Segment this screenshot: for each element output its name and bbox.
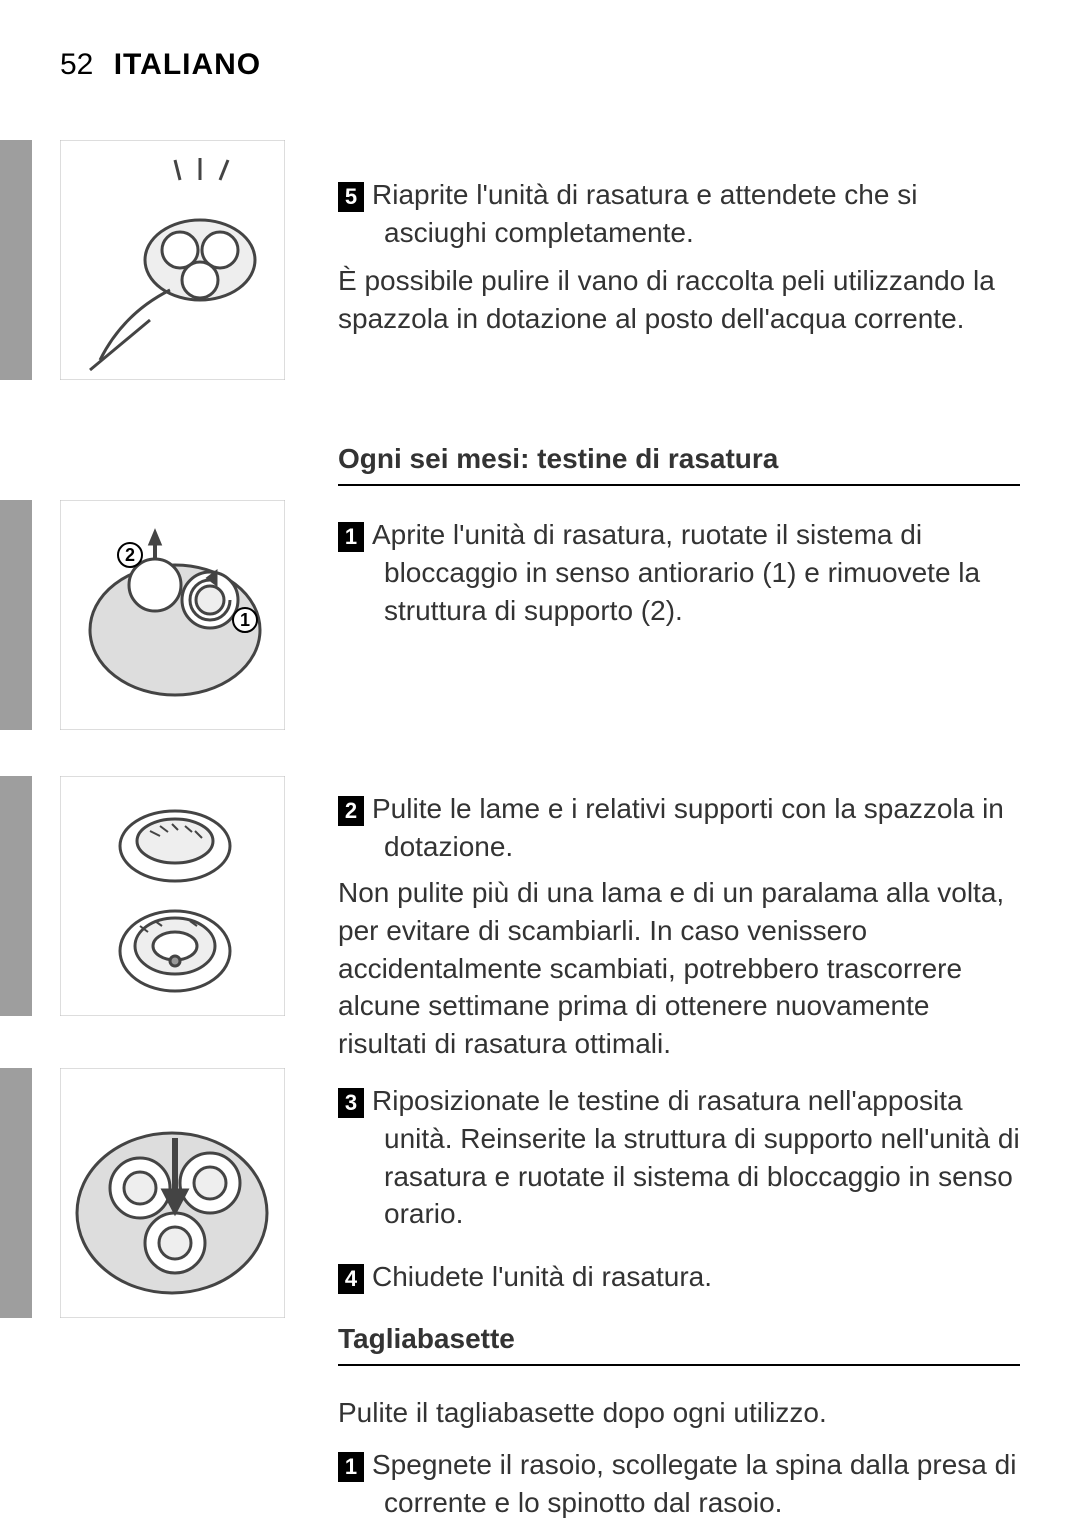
- step-text: Spegnete il rasoio, scollegate la spina …: [372, 1449, 1016, 1518]
- step-badge: 4: [338, 1264, 364, 1294]
- step-m2: 2 Pulite le lame e i relativi supporti co…: [338, 790, 1020, 866]
- step-m4: 4 Chiudete l'unità di rasatura.: [338, 1258, 1020, 1296]
- page-number: 52: [60, 48, 93, 81]
- step-badge: 3: [338, 1088, 364, 1118]
- step-text: Pulite le lame e i relativi supporti con…: [372, 793, 1004, 862]
- illus-tab: [0, 1068, 32, 1318]
- illus-shaver-unlock-frame: 1 2: [60, 500, 285, 730]
- step-text: Riaprite l'unità di rasatura e attendete…: [372, 179, 917, 248]
- step-m1: 1 Aprite l'unità di rasatura, ruotate il …: [338, 516, 1020, 629]
- section-heading-trimmer: Tagliabasette: [338, 1320, 1020, 1366]
- svg-text:1: 1: [240, 610, 250, 630]
- svg-text:2: 2: [125, 545, 135, 565]
- step-badge: 1: [338, 1452, 364, 1482]
- illus-reassemble-heads: [60, 1068, 285, 1318]
- step-badge: 2: [338, 796, 364, 826]
- section-heading-sixmonths: Ogni sei mesi: testine di rasatura: [338, 440, 1020, 486]
- step-badge: 5: [338, 182, 364, 212]
- step-badge: 1: [338, 522, 364, 552]
- trimmer-note: Pulite il tagliabasette dopo ogni utiliz…: [338, 1394, 1020, 1432]
- step-m2-note: Non pulite più di una lama e di un paral…: [338, 874, 1020, 1063]
- illus-shaver-open-dry: [60, 140, 285, 380]
- step-text: Aprite l'unità di rasatura, ruotate il s…: [372, 519, 980, 626]
- step-5: 5 Riaprite l'unità di rasatura e attendet…: [338, 176, 1020, 252]
- illus-tab: [0, 776, 32, 1016]
- manual-page: 52 ITALIANO: [0, 0, 1080, 1522]
- step-m3: 3 Riposizionate le testine di rasatura ne…: [338, 1082, 1020, 1233]
- step-text: Riposizionate le testine di rasatura nel…: [372, 1085, 1020, 1229]
- illus-cutter-and-guard: [60, 776, 285, 1016]
- page-header: 52 ITALIANO: [60, 48, 261, 82]
- step-t1: 1 Spegnete il rasoio, scollegate la spina…: [338, 1446, 1020, 1522]
- illus-tab: [0, 140, 32, 380]
- illus-tab: [0, 500, 32, 730]
- page-language: ITALIANO: [114, 48, 261, 81]
- step-5-note: È possibile pulire il vano di raccolta p…: [338, 262, 1020, 338]
- step-text: Chiudete l'unità di rasatura.: [372, 1261, 712, 1292]
